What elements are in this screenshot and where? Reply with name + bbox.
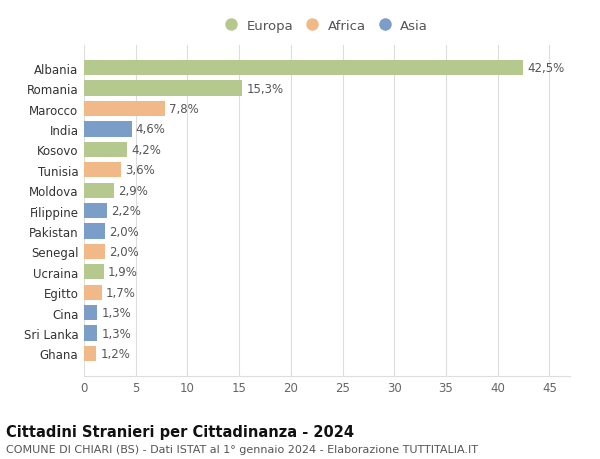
Legend: Europa, Africa, Asia: Europa, Africa, Asia [226,19,428,33]
Bar [84,122,131,137]
Text: 1,3%: 1,3% [101,327,131,340]
Text: COMUNE DI CHIARI (BS) - Dati ISTAT al 1° gennaio 2024 - Elaborazione TUTTITALIA.: COMUNE DI CHIARI (BS) - Dati ISTAT al 1°… [6,444,478,454]
Bar [84,183,114,198]
Text: 1,7%: 1,7% [106,286,136,299]
Text: Cittadini Stranieri per Cittadinanza - 2024: Cittadini Stranieri per Cittadinanza - 2… [6,425,354,440]
Bar [84,142,127,158]
Bar [84,244,104,259]
Bar [84,61,523,76]
Text: 1,9%: 1,9% [108,266,137,279]
Bar [84,285,101,300]
Text: 7,8%: 7,8% [169,103,199,116]
Bar [84,264,104,280]
Text: 4,6%: 4,6% [136,123,166,136]
Text: 2,0%: 2,0% [109,246,139,258]
Text: 2,0%: 2,0% [109,225,139,238]
Text: 15,3%: 15,3% [247,83,283,95]
Text: 2,2%: 2,2% [111,205,141,218]
Bar [84,203,107,219]
Text: 1,3%: 1,3% [101,307,131,319]
Text: 1,2%: 1,2% [101,347,130,360]
Text: 2,9%: 2,9% [118,184,148,197]
Text: 3,6%: 3,6% [125,164,155,177]
Bar [84,81,242,96]
Bar [84,326,97,341]
Bar [84,163,121,178]
Text: 42,5%: 42,5% [527,62,565,75]
Bar [84,346,97,361]
Text: 4,2%: 4,2% [131,144,161,157]
Bar [84,305,97,321]
Bar [84,224,104,239]
Bar [84,101,164,117]
